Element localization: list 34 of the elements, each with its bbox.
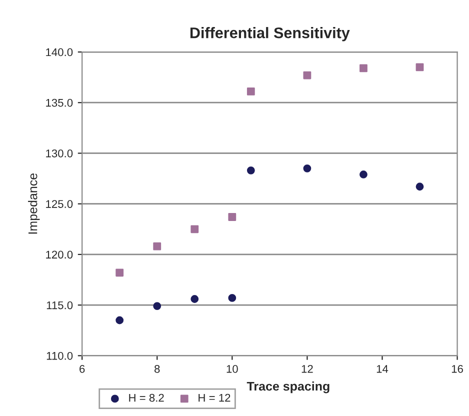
point	[246, 166, 255, 174]
y-tick-label: 120.0	[46, 250, 73, 259]
legend-label: H = 8.2	[129, 394, 164, 402]
y-tick-label: 130.0	[46, 149, 73, 158]
x-tick-label: 8	[154, 365, 160, 373]
y-axis-title: Impedance	[28, 173, 40, 234]
x-axis-title: Trace spacing	[246, 381, 330, 394]
point	[416, 182, 424, 191]
x-tick-label: 6	[80, 365, 85, 373]
y-tick-label: 110.0	[46, 352, 73, 360]
point	[416, 63, 424, 72]
x-tick-label: 12	[302, 365, 313, 373]
point	[246, 88, 255, 96]
legend-label: H = 12	[198, 394, 230, 402]
y-tick-label: 135.0	[46, 98, 73, 107]
point	[360, 64, 368, 72]
x-tick-label: 10	[226, 365, 238, 373]
point	[190, 225, 199, 234]
y-tick-label: 140.0	[46, 48, 73, 56]
point	[303, 71, 312, 80]
point	[360, 170, 368, 178]
x-tick-label: 16	[452, 365, 463, 373]
point	[153, 302, 162, 310]
point	[116, 268, 124, 277]
point	[303, 164, 312, 172]
point	[116, 316, 124, 324]
point	[228, 213, 236, 221]
point	[153, 242, 162, 250]
y-tick-label: 115.0	[46, 301, 73, 310]
y-tick-label: 125.0	[46, 200, 73, 208]
point	[228, 294, 236, 302]
x-tick-label: 14	[376, 365, 388, 373]
chart-title: Differential Sensitivity	[190, 27, 350, 42]
point	[190, 295, 199, 303]
